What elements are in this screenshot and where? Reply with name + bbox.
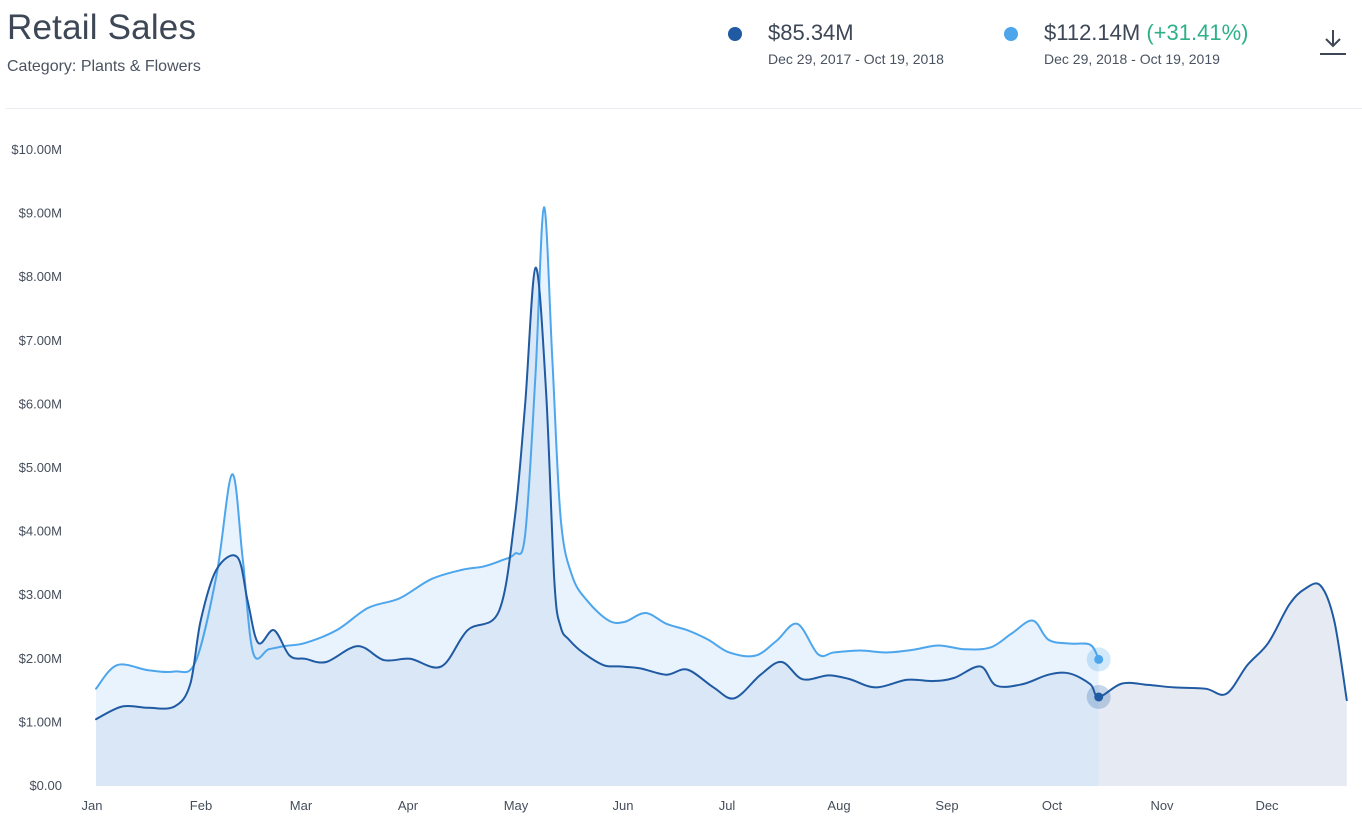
area-fill-previous-period-remainder — [1098, 583, 1347, 786]
x-tick-label: Aug — [827, 798, 850, 813]
y-tick-label: $9.00M — [19, 206, 62, 221]
legend-dot-previous — [728, 27, 742, 41]
header-divider — [6, 108, 1362, 109]
x-tick-label: Jan — [82, 798, 103, 813]
y-tick-label: $2.00M — [19, 651, 62, 666]
x-tick-label: Jul — [719, 798, 736, 813]
legend-change-percent: (+31.41%) — [1146, 20, 1249, 45]
series-line-previous-period — [95, 266, 1348, 721]
y-tick-label: $10.00M — [11, 142, 62, 157]
legend-value-current: $112.14M (+31.41%) — [1044, 20, 1248, 46]
x-tick-label: Jun — [613, 798, 634, 813]
legend-dot-current — [1004, 27, 1018, 41]
legend-value-current-amount: $112.14M — [1044, 20, 1141, 45]
area-fill-previous-period — [96, 267, 1099, 786]
x-tick-label: Dec — [1255, 798, 1279, 813]
y-tick-label: $1.00M — [19, 714, 62, 729]
chart-fill-layer — [96, 207, 1347, 787]
x-tick-label: Feb — [190, 798, 212, 813]
x-tick-label: Apr — [398, 798, 419, 813]
page-title: Retail Sales — [7, 8, 197, 47]
chart-marker-layer — [1086, 647, 1111, 709]
y-tick-label: $3.00M — [19, 587, 62, 602]
area-fill-current-period — [96, 207, 1099, 787]
x-tick-label: Nov — [1150, 798, 1174, 813]
y-tick-label: $6.00M — [19, 396, 62, 411]
x-tick-label: May — [504, 798, 529, 813]
category-subtitle: Category: Plants & Flowers — [7, 58, 201, 75]
end-marker-previous — [1094, 692, 1104, 702]
x-axis: Jan Feb Mar Apr May Jun Jul Aug Sep Oct Nov Dec — [82, 798, 1280, 813]
chart-line-layer — [95, 206, 1348, 721]
series-line-current-period — [95, 206, 1100, 690]
y-tick-label: $4.00M — [19, 524, 62, 539]
download-icon — [1320, 30, 1346, 55]
end-marker-current — [1094, 654, 1104, 664]
y-axis: $0.00 $1.00M $2.00M $3.00M $4.00M $5.00M $6.00… — [11, 142, 62, 793]
y-tick-label: $0.00 — [29, 778, 62, 793]
y-tick-label: $5.00M — [19, 460, 62, 475]
x-tick-label: Mar — [290, 798, 313, 813]
legend-range-previous: Dec 29, 2017 - Oct 19, 2018 — [768, 51, 944, 67]
y-tick-label: $8.00M — [19, 269, 62, 284]
x-tick-label: Sep — [935, 798, 958, 813]
x-tick-label: Oct — [1042, 798, 1063, 813]
download-button[interactable] — [1316, 26, 1350, 60]
y-tick-label: $7.00M — [19, 333, 62, 348]
legend-value-previous: $85.34M — [768, 20, 854, 45]
legend-range-current: Dec 29, 2018 - Oct 19, 2019 — [1044, 51, 1220, 67]
